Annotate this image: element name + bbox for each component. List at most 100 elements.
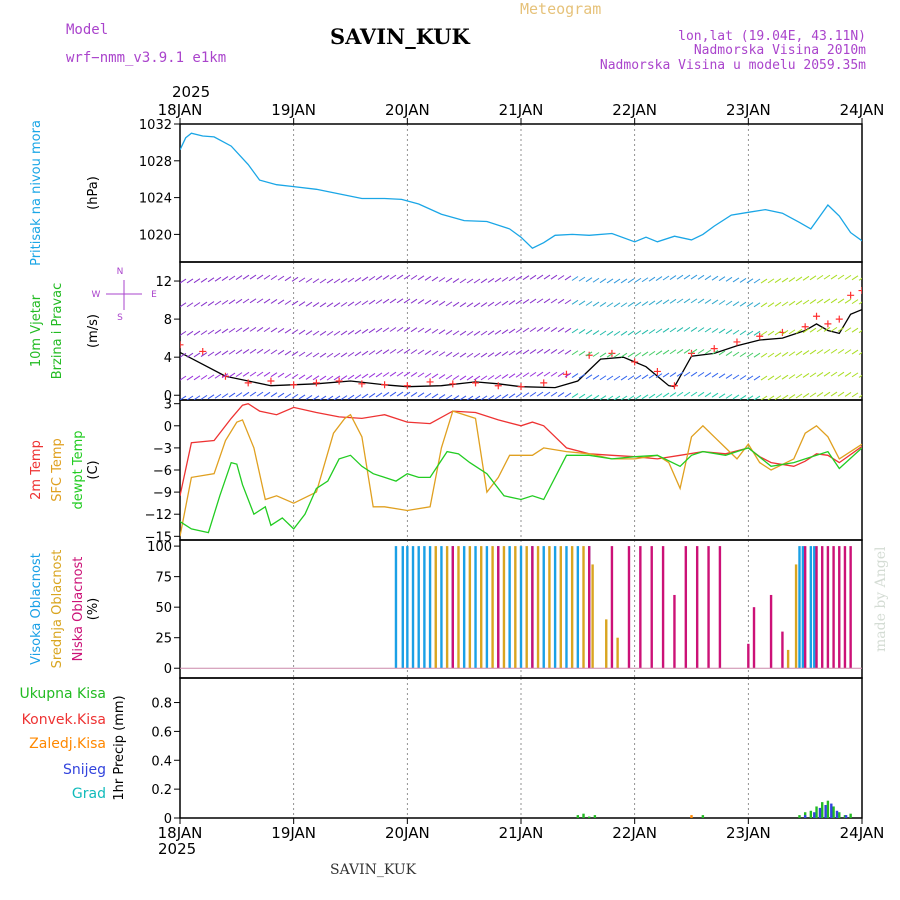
bar-precip_total: [849, 813, 852, 818]
wind-barb: [830, 371, 838, 377]
wind-barb: [368, 393, 376, 398]
wind-barb: [333, 352, 341, 358]
wind-barb: [480, 278, 488, 284]
bar-cloud_low: [826, 546, 830, 669]
wind-gust-marker: [403, 382, 411, 390]
wind-barb: [711, 392, 719, 398]
wind-barb: [802, 275, 810, 281]
x-day-label-bottom: 23JAN: [726, 824, 771, 842]
wind-barb: [571, 350, 579, 356]
wind-barb: [326, 278, 334, 284]
wind-barb: [704, 299, 712, 304]
bar-cloud_high: [813, 546, 816, 669]
wind-barb: [550, 327, 558, 332]
wind-barb: [522, 392, 530, 398]
series-line-temp_2m: [180, 402, 862, 496]
wind-barb: [711, 328, 719, 333]
bar-cloud_mid: [616, 637, 619, 669]
station-title: SAVIN_KUK: [330, 24, 471, 49]
legend-entry: Grad: [72, 786, 106, 802]
wind-barb: [438, 351, 446, 357]
wind-barb: [816, 392, 824, 397]
compass-south: S: [117, 313, 123, 323]
wind-barb: [487, 375, 495, 380]
y-tick-label: 3: [164, 398, 172, 413]
wind-barb: [228, 372, 236, 378]
bar-cloud_low: [684, 546, 688, 669]
wind-barb: [354, 351, 362, 357]
wind-barb: [235, 372, 243, 378]
wind-barb: [508, 350, 516, 356]
wind-barb: [389, 298, 397, 304]
y-tick-label: 0.4: [151, 754, 172, 769]
wind-barb: [396, 371, 404, 377]
wind-barb: [725, 351, 733, 356]
wind-barb: [704, 275, 712, 281]
wind-barb: [396, 348, 404, 354]
wind-barb: [228, 299, 236, 305]
bar-cloud_low: [747, 643, 750, 669]
model-label: Model: [66, 22, 108, 38]
wind-barb: [732, 301, 740, 307]
wind-barb: [725, 373, 733, 379]
wind-barb: [445, 394, 453, 400]
wind-barb: [816, 274, 824, 280]
bar-cloud_high: [406, 546, 409, 669]
wind-barb: [634, 374, 642, 380]
wind-barb: [180, 302, 187, 308]
legend-entry: Ukupna Kisa: [19, 686, 106, 702]
y-tick-label: −9: [153, 486, 172, 501]
wind-barb: [340, 278, 348, 283]
wind-barb: [361, 328, 369, 334]
wind-barb: [816, 349, 824, 355]
wind-barb: [823, 391, 831, 397]
model-altitude-text: Nadmorska Visina u modelu 2059.35m: [600, 58, 866, 73]
wind-barb: [858, 374, 862, 378]
wind-barb: [431, 393, 439, 399]
wind-barb: [557, 372, 565, 377]
wind-barb: [501, 276, 509, 282]
wind-barb: [858, 394, 862, 398]
wind-barb: [746, 278, 754, 284]
wind-barb: [438, 277, 446, 282]
wind-barb: [823, 348, 831, 354]
wind-barb: [193, 302, 201, 307]
wind-barb: [242, 327, 250, 332]
wind-barb: [256, 298, 264, 304]
wind-barb: [410, 298, 418, 304]
wind-barb: [326, 330, 334, 336]
wind-barb: [186, 375, 194, 381]
wind-barb: [760, 375, 768, 381]
wind-barb: [648, 373, 656, 379]
wind-barb: [613, 375, 621, 381]
wind-barb: [193, 375, 201, 381]
wind-barb: [669, 298, 677, 304]
wind-barb: [410, 372, 418, 377]
wind-barb: [592, 352, 600, 357]
wind-barb: [578, 329, 586, 334]
wind-barb: [361, 300, 369, 306]
wind-barb: [340, 395, 348, 400]
wind-barb: [767, 278, 775, 284]
y-tick-label: 1024: [139, 192, 172, 207]
wind-barb: [305, 301, 313, 307]
lonlat-text: lon,lat (19.04E, 43.11N): [678, 29, 866, 44]
wind-barb: [592, 374, 600, 380]
wind-barb: [634, 394, 642, 400]
wind-barb: [417, 349, 425, 355]
wind-barb: [200, 352, 208, 357]
wind-barb: [200, 277, 208, 283]
wind-barb: [242, 391, 250, 397]
wind-barb: [613, 352, 621, 358]
y-tick-label: 8: [164, 313, 172, 328]
y-tick-label: −15: [145, 530, 172, 545]
wind-barb: [662, 349, 670, 355]
y-tick-label: 100: [147, 540, 172, 555]
wind-barb: [354, 329, 362, 335]
wind-barb: [445, 301, 453, 307]
wind-barb: [627, 302, 635, 307]
y-axis-label: Srednja Oblacnost: [50, 550, 65, 669]
wind-barb: [417, 372, 425, 378]
wind-barb: [333, 302, 341, 308]
wind-barb: [851, 392, 859, 398]
